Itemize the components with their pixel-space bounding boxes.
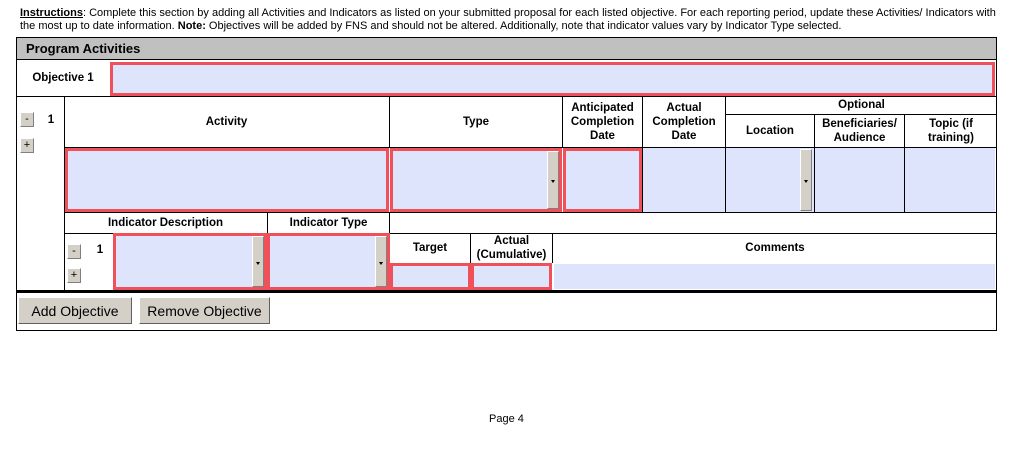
- divider: [64, 233, 997, 234]
- activity-input[interactable]: [65, 148, 389, 212]
- target-input[interactable]: [390, 263, 471, 290]
- header-actual-date: Actual Completion Date: [642, 96, 725, 147]
- header-optional: Optional: [725, 96, 997, 115]
- objective-label: Objective 1: [32, 72, 94, 84]
- chevron-down-icon[interactable]: [800, 149, 812, 211]
- location-select[interactable]: [725, 148, 814, 212]
- remove-activity-button[interactable]: -: [20, 112, 34, 127]
- add-indicator-button[interactable]: +: [67, 268, 81, 283]
- indicator-type-select[interactable]: [267, 233, 390, 290]
- divider: [16, 96, 997, 97]
- header-type: Type: [389, 96, 562, 147]
- page-number: Page 4: [489, 413, 524, 425]
- header-actual-cumulative: Actual (Cumulative): [470, 233, 552, 263]
- chevron-down-icon[interactable]: [375, 236, 387, 287]
- instructions-label: Instructions: [20, 7, 83, 19]
- header-indicator-description: Indicator Description: [107, 216, 224, 229]
- instructions: Instructions: Complete this section by a…: [20, 7, 1000, 33]
- note-text: Objectives will be added by FNS and shou…: [205, 20, 842, 32]
- divider: [64, 96, 65, 212]
- remove-objective-button[interactable]: Remove Objective: [139, 297, 270, 324]
- activity-type-select[interactable]: [390, 148, 562, 212]
- beneficiaries-input[interactable]: [814, 148, 904, 212]
- comments-input[interactable]: [554, 264, 995, 289]
- topic-input[interactable]: [904, 148, 995, 212]
- divider: [16, 290, 997, 293]
- instructions-text: : Complete this section by adding all Ac…: [20, 7, 996, 32]
- divider: [64, 212, 65, 290]
- section-header: Program Activities: [16, 37, 997, 60]
- chevron-down-icon[interactable]: [252, 236, 264, 287]
- actual-cumulative-input[interactable]: [471, 263, 552, 290]
- objective-input[interactable]: [110, 62, 995, 96]
- header-target: Target: [412, 242, 448, 254]
- header-activity: Activity: [205, 115, 248, 128]
- divider: [389, 212, 390, 233]
- header-beneficiaries: Beneficiaries/ Audience: [814, 115, 904, 147]
- header-topic: Topic (if training): [904, 115, 997, 147]
- header-location: Location: [725, 115, 814, 147]
- remove-indicator-button[interactable]: -: [67, 244, 81, 259]
- divider: [64, 212, 997, 213]
- add-activity-button[interactable]: +: [20, 138, 34, 153]
- section-title: Program Activities: [26, 41, 141, 56]
- header-indicator-type: Indicator Type: [267, 212, 389, 233]
- add-objective-button[interactable]: Add Objective: [18, 297, 132, 324]
- actual-date-input[interactable]: [642, 148, 725, 212]
- activity-number: 1: [47, 114, 55, 126]
- anticipated-date-input[interactable]: [563, 148, 642, 212]
- divider: [64, 147, 997, 148]
- header-anticipated-date: Anticipated Completion Date: [562, 96, 642, 147]
- chevron-down-icon[interactable]: [547, 151, 559, 209]
- program-activities-table: [16, 37, 997, 331]
- indicator-number: 1: [96, 244, 104, 256]
- note-label: Note:: [177, 20, 206, 32]
- indicator-description-select[interactable]: [113, 233, 267, 290]
- header-comments: Comments: [552, 233, 997, 263]
